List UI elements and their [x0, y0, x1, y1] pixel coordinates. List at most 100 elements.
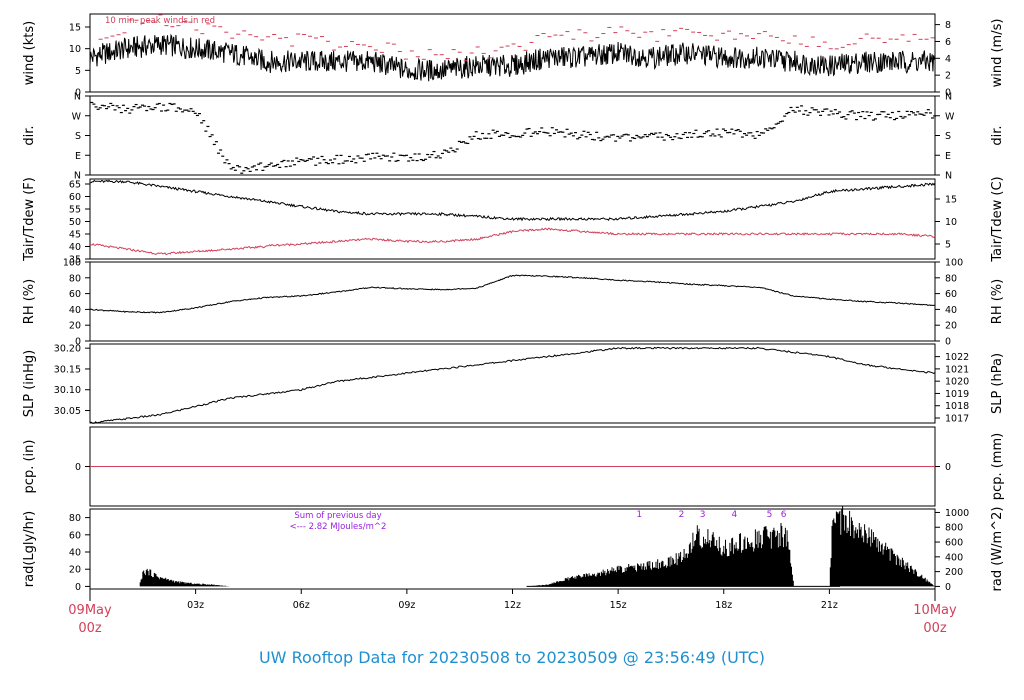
x-tick-label: 21z [821, 600, 838, 611]
rh-series-rh [89, 274, 936, 314]
dir-right-tick-label: N [945, 92, 952, 103]
temp-right-tick-label: 10 [945, 217, 957, 228]
rad-note-sum: Sum of previous day [294, 511, 381, 521]
rad-right-axis-label: rad (W/m^2) [990, 507, 1005, 592]
x-tick-label: 06z [293, 600, 310, 611]
rad-marker-label: 3 [700, 510, 706, 520]
rh-left-axis-label: RH (%) [22, 279, 37, 324]
rad-left-tick-label: 60 [69, 530, 81, 541]
rad-left-tick-label: 0 [75, 582, 81, 593]
rad-left-axis-label: rad(Lgly/hr) [22, 511, 37, 587]
rh-right-tick-label: 20 [945, 321, 957, 332]
dir-right-axis-label: dir. [990, 125, 1005, 145]
slp-left-axis-label: SLP (inHg) [22, 350, 37, 418]
rad-marker-label: 4 [731, 510, 737, 520]
temp-left-tick-label: 55 [69, 205, 81, 216]
temp-right-tick-label: 15 [945, 195, 957, 206]
rh-left-tick-label: 100 [63, 258, 81, 269]
rh-right-tick-label: 60 [945, 289, 957, 300]
wind-right-tick-label: 0 [945, 88, 951, 99]
rh-right-tick-label: 40 [945, 305, 957, 316]
dir-right-tick-label: S [945, 131, 951, 142]
x-start-time: 00z [78, 621, 102, 636]
rad-marker-label: 1 [636, 510, 642, 520]
wind-right-tick-label: 8 [945, 20, 951, 31]
temp-series-tdew [89, 227, 936, 256]
rh-left-tick-label: 0 [75, 337, 81, 348]
temp-left-axis-label: Tair/Tdew (F) [22, 177, 37, 262]
x-tick-label: 12z [504, 600, 521, 611]
pcp-left-tick-label: 0 [75, 462, 81, 473]
rad-series-bars [139, 506, 935, 587]
rad-marker-label: 5 [767, 510, 773, 520]
rh-right-tick-label: 100 [945, 258, 963, 269]
dir-left-tick-label: W [72, 111, 82, 122]
pcp-left-axis-label: pcp. (in) [22, 440, 37, 494]
slp-right-tick-label: 1017 [945, 414, 969, 425]
x-tick-label: 03z [187, 600, 204, 611]
x-tick-label: 15z [610, 600, 627, 611]
slp-right-axis-label: SLP (hPa) [990, 353, 1005, 414]
pcp-right-tick-label: 0 [945, 462, 951, 473]
panel-frame-slp [89, 343, 936, 424]
temp-right-axis-label: Tair/Tdew (C) [990, 176, 1005, 262]
panel-frame-rh [89, 261, 936, 342]
temp-left-tick-label: 40 [69, 242, 81, 253]
rh-right-tick-label: 0 [945, 337, 951, 348]
rh-right-axis-label: RH (%) [990, 279, 1005, 324]
temp-left-tick-label: 65 [69, 180, 81, 191]
rh-left-tick-label: 20 [69, 321, 81, 332]
wind-left-tick-label: 5 [75, 66, 81, 77]
wind-left-tick-label: 10 [69, 44, 81, 55]
rh-left-tick-label: 40 [69, 305, 81, 316]
panel-frame-rad [89, 508, 936, 590]
wind-series-wind [89, 33, 935, 82]
footer-title: UW Rooftop Data for 20230508 to 20230509… [258, 648, 766, 667]
slp-left-tick-label: 30.15 [54, 364, 81, 375]
rad-right-tick-label: 1000 [945, 508, 969, 519]
slp-left-tick-label: 30.05 [54, 406, 81, 417]
temp-series-tair [89, 179, 936, 222]
dir-left-tick-label: S [75, 131, 81, 142]
wind-right-tick-label: 4 [945, 54, 951, 65]
pcp-right-axis-label: pcp. (mm) [990, 433, 1005, 500]
rad-marker-label: 6 [781, 510, 787, 520]
wind-right-tick-label: 2 [945, 71, 951, 82]
temp-left-tick-label: 45 [69, 230, 81, 241]
slp-left-tick-label: 30.20 [54, 344, 81, 355]
rh-right-tick-label: 80 [945, 273, 957, 284]
x-end-date: 10May [913, 603, 957, 618]
dir-left-axis-label: dir. [22, 125, 37, 145]
rh-left-tick-label: 80 [69, 273, 81, 284]
dir-right-tick-label: N [945, 171, 952, 182]
rad-right-tick-label: 200 [945, 567, 963, 578]
slp-left-tick-label: 30.10 [54, 385, 81, 396]
wind-left-tick-label: 15 [69, 23, 81, 34]
panel-frame-wind [89, 13, 936, 93]
slp-right-tick-label: 1020 [945, 377, 969, 388]
rad-left-tick-label: 20 [69, 565, 81, 576]
temp-left-tick-label: 60 [69, 192, 81, 203]
rad-right-tick-label: 800 [945, 523, 963, 534]
slp-right-tick-label: 1021 [945, 364, 969, 375]
dir-left-tick-label: N [74, 171, 81, 182]
x-tick-label: 18z [715, 600, 732, 611]
slp-right-tick-label: 1022 [945, 352, 969, 363]
rad-note-energy: <--- 2.82 MJoules/m^2 [290, 522, 387, 532]
rad-left-tick-label: 80 [69, 513, 81, 524]
x-tick-label: 09z [398, 600, 415, 611]
dir-left-tick-label: N [74, 92, 81, 103]
wind-right-axis-label: wind (m/s) [990, 19, 1005, 88]
wind-left-tick-label: 0 [75, 88, 81, 99]
rad-right-tick-label: 400 [945, 552, 963, 563]
x-start-date: 09May [68, 603, 112, 618]
rad-right-tick-label: 600 [945, 538, 963, 549]
rad-marker-label: 2 [679, 510, 685, 520]
slp-series-slp [89, 346, 936, 424]
wind-left-axis-label: wind (kts) [22, 21, 37, 85]
temp-right-tick-label: 5 [945, 240, 951, 251]
x-end-time: 00z [923, 621, 947, 636]
rad-left-tick-label: 40 [69, 548, 81, 559]
rad-right-tick-label: 0 [945, 582, 951, 593]
